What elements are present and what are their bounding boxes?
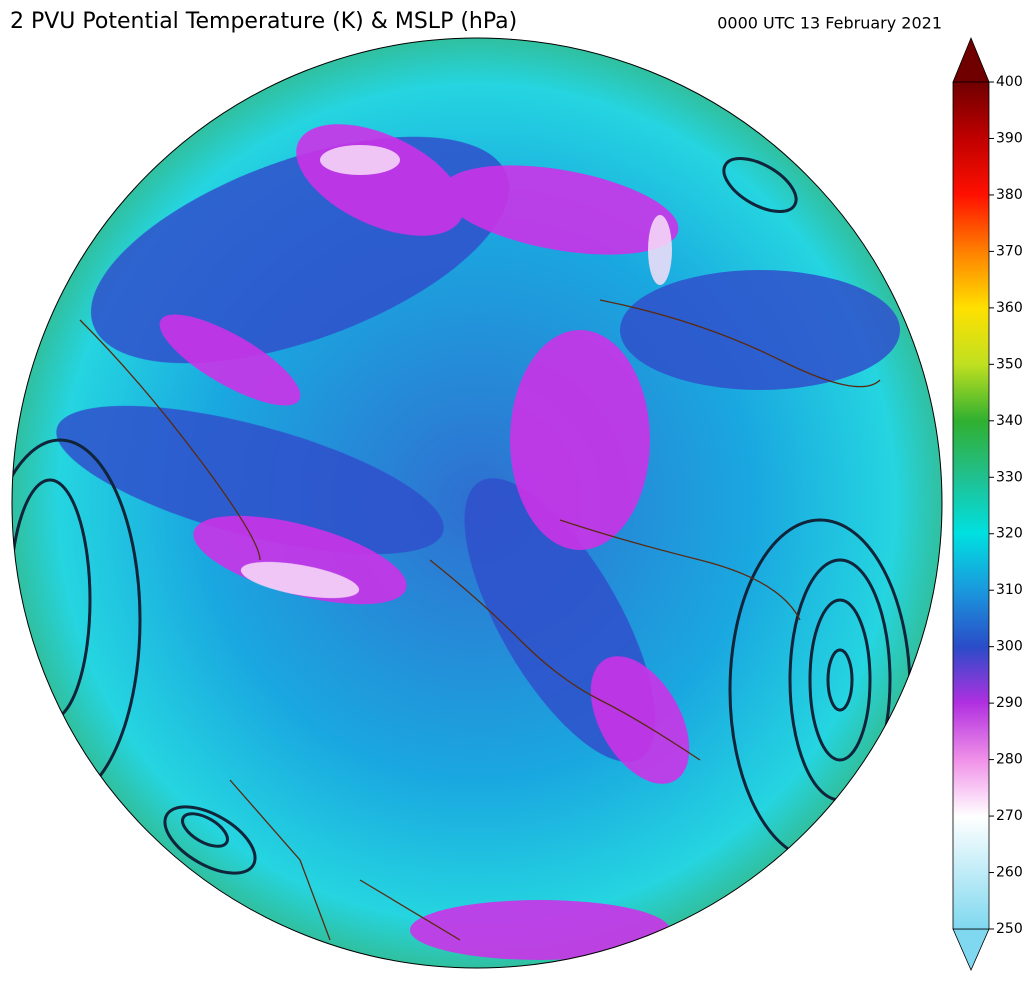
colorbar-tick-label: 340 (996, 413, 1023, 429)
valid-time: 0000 UTC 13 February 2021 (717, 14, 942, 33)
colorbar-tick-label: 370 (996, 243, 1023, 259)
colorbar-tick-label: 260 (996, 865, 1023, 881)
colorbar-tick-label: 350 (996, 356, 1023, 372)
map (12, 38, 942, 968)
colorbar-tick-label: 360 (996, 300, 1023, 316)
colorbar-tick-label: 280 (996, 752, 1023, 768)
colorbar-tick-label: 330 (996, 469, 1023, 485)
map-border (11, 37, 943, 969)
colorbar (952, 36, 990, 971)
colorbar-tick-label: 320 (996, 526, 1023, 542)
colorbar-tick-label: 390 (996, 130, 1023, 146)
colorbar-tick-label: 250 (996, 921, 1023, 937)
colorbar-tick-label: 400 (996, 74, 1023, 90)
map-title: 2 PVU Potential Temperature (K) & MSLP (… (10, 9, 517, 34)
colorbar-tick-label: 300 (996, 639, 1023, 655)
colorbar-tick-label: 310 (996, 582, 1023, 598)
colorbar-tick-label: 270 (996, 808, 1023, 824)
colorbar-tick-label: 380 (996, 187, 1023, 203)
colorbar-tick-label: 290 (996, 695, 1023, 711)
